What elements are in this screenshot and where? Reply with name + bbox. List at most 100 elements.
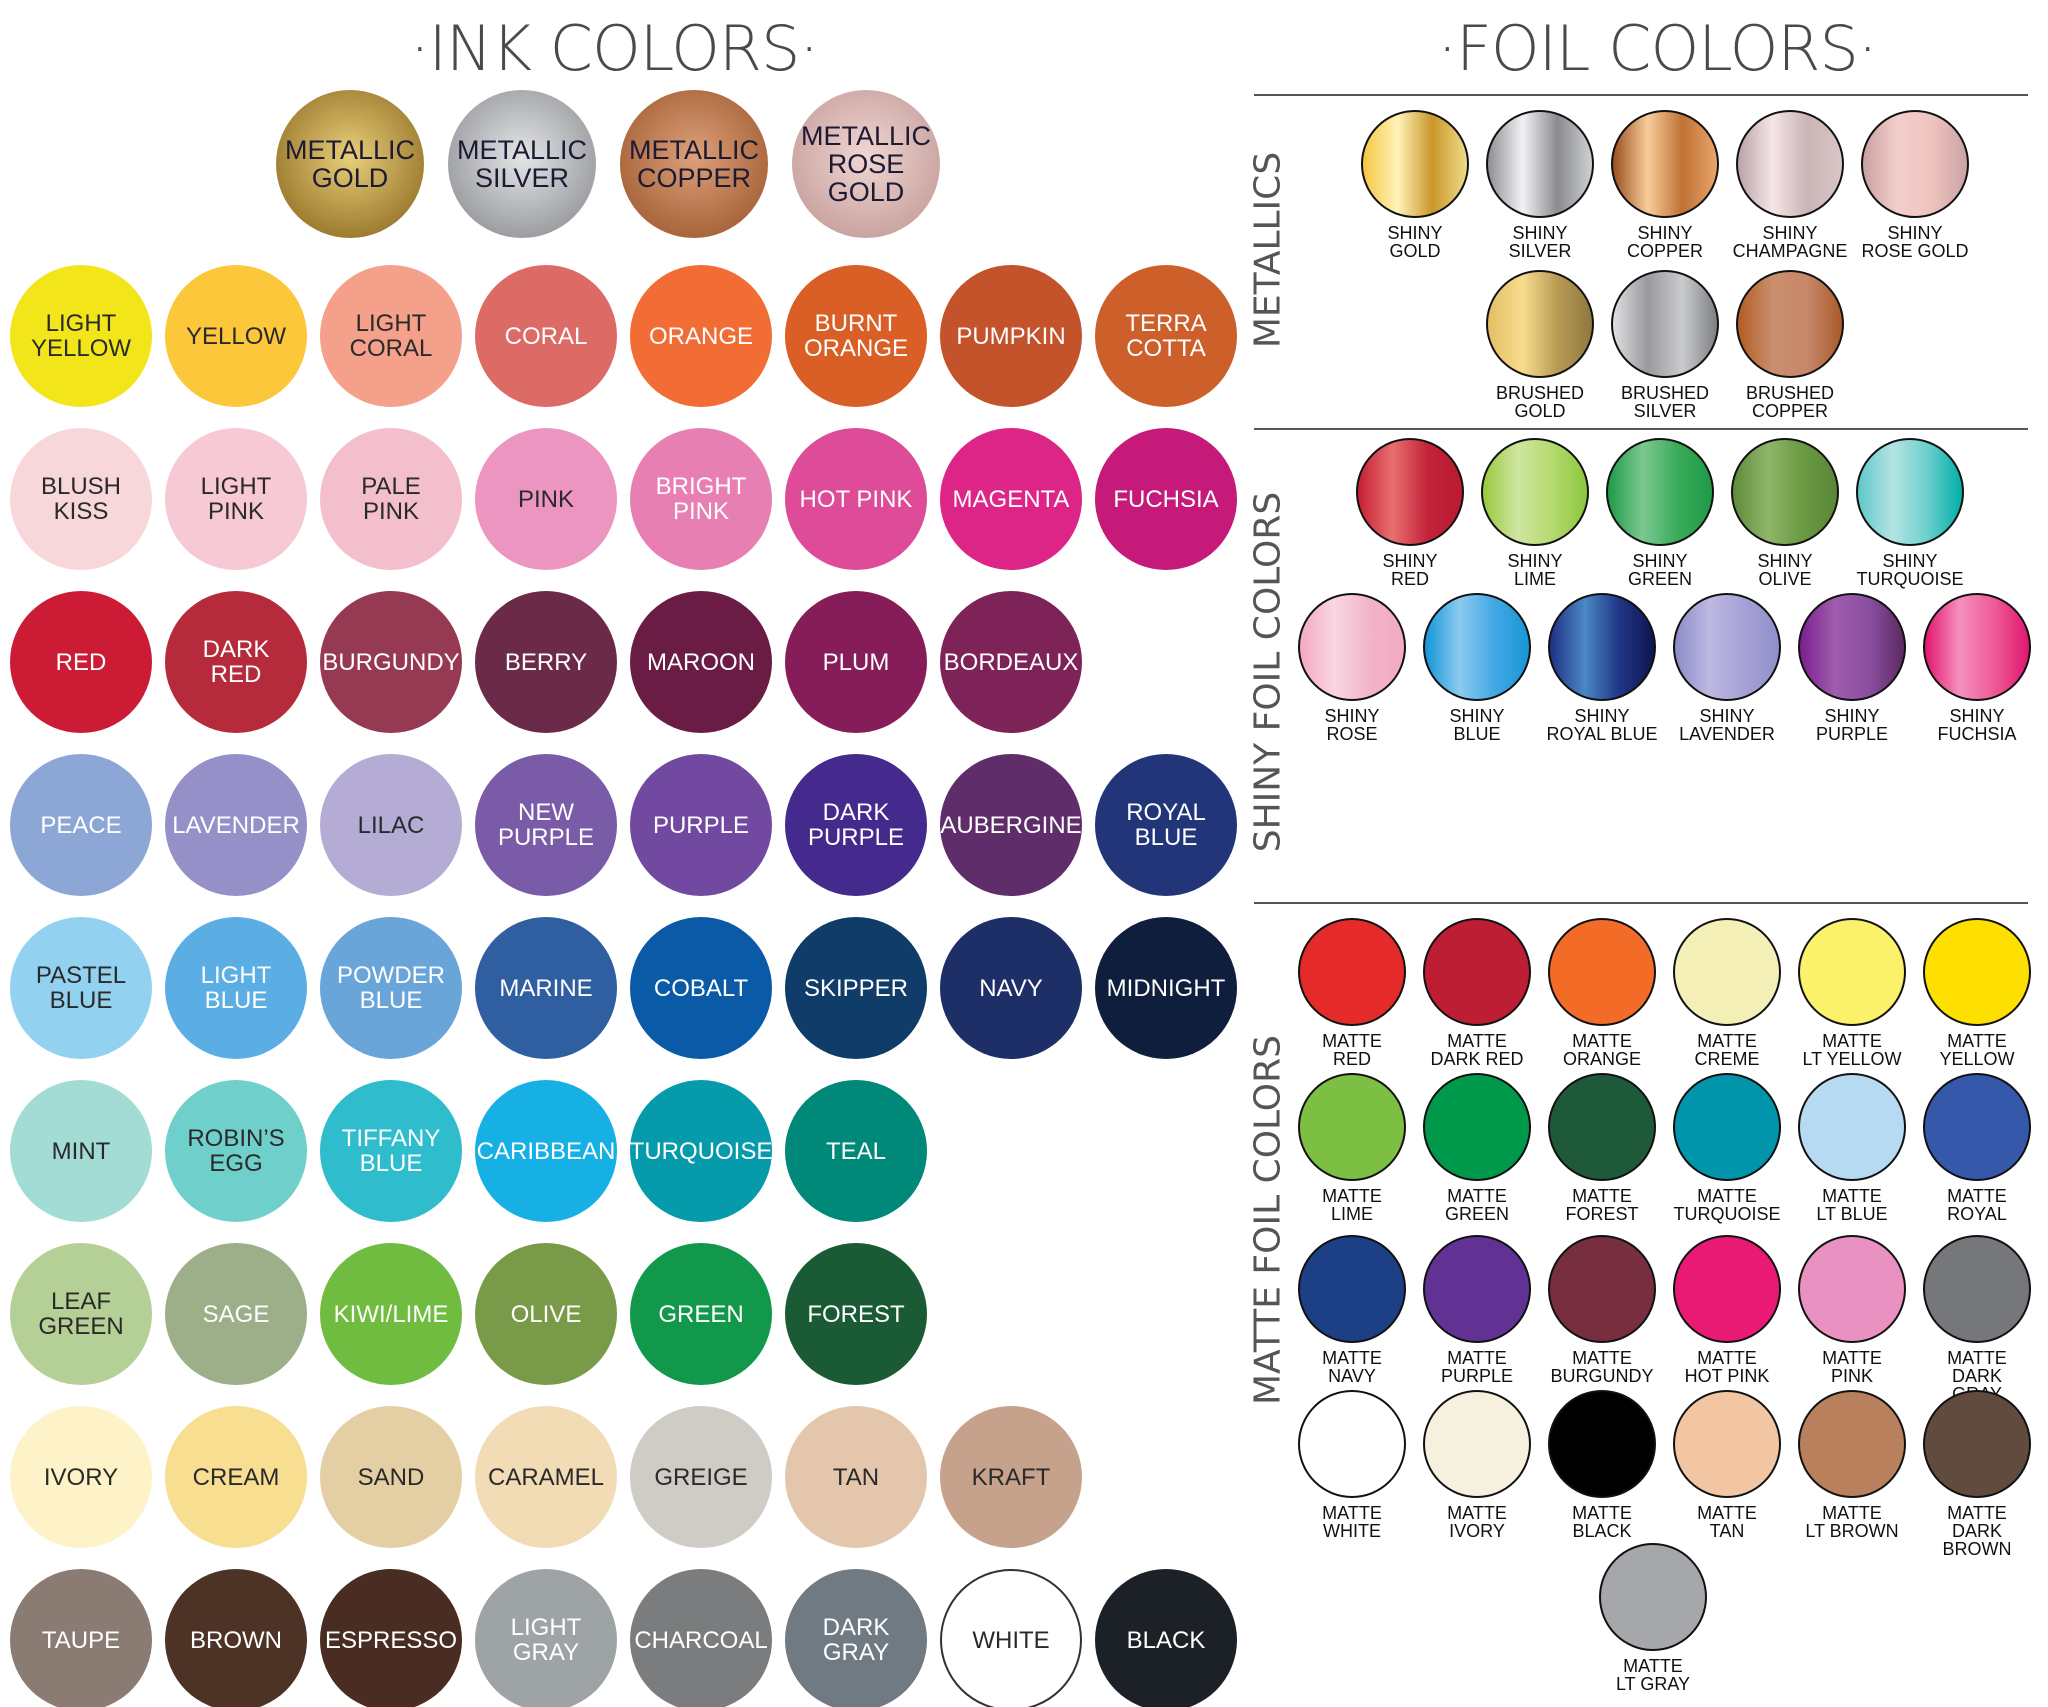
ink-swatch: BROWN xyxy=(165,1569,307,1707)
foil-swatch xyxy=(1298,1390,1406,1498)
foil-swatch xyxy=(1736,110,1844,218)
swatch-label: AUBERGINE xyxy=(940,811,1082,839)
ink-swatch: ESPRESSO xyxy=(320,1569,462,1707)
swatch-label: BURNT ORANGE xyxy=(803,310,908,362)
swatch-label: TEAL xyxy=(825,1137,887,1165)
foil-swatch xyxy=(1673,593,1781,701)
swatch-label: WHITE xyxy=(972,1626,1050,1654)
swatch-label: LIGHT PINK xyxy=(200,473,272,525)
swatch-label: PALE PINK xyxy=(361,473,421,525)
ink-swatch: CARIBBEAN xyxy=(475,1080,617,1222)
foil-swatch-label: SHINY TURQUOISE xyxy=(1856,551,1964,589)
swatch-label: BERRY xyxy=(504,648,588,676)
foil-swatch-label: SHINY ROSE GOLD xyxy=(1861,223,1969,261)
swatch-label: METALLIC GOLD xyxy=(284,135,416,193)
swatch-label: MAGENTA xyxy=(952,485,1070,513)
foil-swatch-label: SHINY ROYAL BLUE xyxy=(1546,706,1658,744)
foil-swatch xyxy=(1298,918,1406,1026)
foil-swatch-label: SHINY FUCHSIA xyxy=(1937,706,2017,744)
ink-swatch: PASTEL BLUE xyxy=(10,917,152,1059)
foil-swatch xyxy=(1923,1073,2031,1181)
ink-swatch: PLUM xyxy=(785,591,927,733)
ink-swatch: LILAC xyxy=(320,754,462,896)
foil-swatch-label: MATTE ROYAL xyxy=(1947,1186,2007,1224)
swatch-label: LIGHT GRAY xyxy=(510,1614,582,1666)
ink-swatch: LIGHT CORAL xyxy=(320,265,462,407)
ink-swatch: LIGHT PINK xyxy=(165,428,307,570)
swatch-label: TIFFANY BLUE xyxy=(341,1125,441,1177)
swatch-label: METALLIC ROSE GOLD xyxy=(800,121,932,207)
swatch-label: MINT xyxy=(51,1137,111,1165)
foil-swatch xyxy=(1923,918,2031,1026)
ink-swatch: CORAL xyxy=(475,265,617,407)
swatch-label: PLUM xyxy=(822,648,890,676)
swatch-label: LEAF GREEN xyxy=(38,1288,124,1340)
foil-swatch-label: SHINY GREEN xyxy=(1627,551,1693,589)
swatch-label: LIGHT YELLOW xyxy=(30,310,132,362)
foil-swatch-label: SHINY GOLD xyxy=(1387,223,1443,261)
ink-swatch: BORDEAUX xyxy=(940,591,1082,733)
ink-swatch: BLACK xyxy=(1095,1569,1237,1707)
foil-swatch xyxy=(1599,1543,1707,1651)
swatch-label: DARK PURPLE xyxy=(807,799,905,851)
ink-swatch: SKIPPER xyxy=(785,917,927,1059)
foil-swatch-label: SHINY BLUE xyxy=(1449,706,1505,744)
swatch-label: CARAMEL xyxy=(487,1463,605,1491)
swatch-label: FUCHSIA xyxy=(1113,485,1219,513)
swatch-label: RED xyxy=(55,648,107,676)
ink-swatch: CARAMEL xyxy=(475,1406,617,1548)
foil-swatch-label: SHINY LAVENDER xyxy=(1679,706,1775,744)
ink-swatch-metallic: METALLIC COPPER xyxy=(620,90,768,238)
ink-swatch: BLUSH KISS xyxy=(10,428,152,570)
ink-swatch: TERRA COTTA xyxy=(1095,265,1237,407)
foil-swatch xyxy=(1923,593,2031,701)
ink-swatch: MIDNIGHT xyxy=(1095,917,1237,1059)
foil-colors-title: ·FOIL COLORS· xyxy=(1437,12,1877,85)
swatch-label: BORDEAUX xyxy=(943,648,1079,676)
foil-swatch-label: SHINY OLIVE xyxy=(1757,551,1813,589)
swatch-label: KRAFT xyxy=(971,1463,1051,1491)
foil-swatch xyxy=(1298,1235,1406,1343)
foil-swatch xyxy=(1736,270,1844,378)
ink-colors-title: ·INK COLORS· xyxy=(409,12,819,85)
foil-swatch xyxy=(1673,1235,1781,1343)
ink-swatch: BRIGHT PINK xyxy=(630,428,772,570)
divider xyxy=(1254,428,2028,430)
foil-swatch-label: MATTE LT BLUE xyxy=(1816,1186,1888,1224)
swatch-label: MAROON xyxy=(647,648,755,676)
foil-swatch xyxy=(1423,1073,1531,1181)
ink-swatch: LIGHT YELLOW xyxy=(10,265,152,407)
swatch-label: GREEN xyxy=(658,1300,744,1328)
foil-swatch xyxy=(1548,1390,1656,1498)
swatch-label: METALLIC COPPER xyxy=(628,135,760,193)
swatch-label: FOREST xyxy=(807,1300,905,1328)
swatch-label: IVORY xyxy=(43,1463,119,1491)
foil-swatch-label: MATTE BLACK xyxy=(1572,1503,1632,1541)
swatch-label: CHARCOAL xyxy=(634,1626,768,1654)
ink-swatch-metallic: METALLIC SILVER xyxy=(448,90,596,238)
foil-swatch xyxy=(1673,1390,1781,1498)
ink-swatch: MARINE xyxy=(475,917,617,1059)
swatch-label: ROYAL BLUE xyxy=(1126,799,1206,851)
swatch-label: BURGUNDY xyxy=(322,648,460,676)
ink-swatch: TAUPE xyxy=(10,1569,152,1707)
foil-swatch xyxy=(1798,918,1906,1026)
swatch-label: GREIGE xyxy=(654,1463,748,1491)
foil-swatch-label: MATTE PINK xyxy=(1822,1348,1882,1386)
ink-swatch: RED xyxy=(10,591,152,733)
ink-swatch: PUMPKIN xyxy=(940,265,1082,407)
ink-swatch-metallic: METALLIC GOLD xyxy=(276,90,424,238)
ink-swatch: FUCHSIA xyxy=(1095,428,1237,570)
ink-swatch: GREIGE xyxy=(630,1406,772,1548)
foil-swatch-label: MATTE PURPLE xyxy=(1440,1348,1514,1386)
swatch-label: PEACE xyxy=(40,811,122,839)
swatch-label: COBALT xyxy=(653,974,749,1002)
foil-swatch-label: MATTE CREME xyxy=(1694,1031,1760,1069)
foil-swatch-label: MATTE NAVY xyxy=(1322,1348,1382,1386)
ink-swatch: IVORY xyxy=(10,1406,152,1548)
ink-swatch: ROYAL BLUE xyxy=(1095,754,1237,896)
swatch-label: BLACK xyxy=(1126,1626,1206,1654)
ink-swatch: SAGE xyxy=(165,1243,307,1385)
foil-swatch-label: MATTE DARK BROWN xyxy=(1942,1503,2012,1559)
foil-swatch xyxy=(1356,438,1464,546)
